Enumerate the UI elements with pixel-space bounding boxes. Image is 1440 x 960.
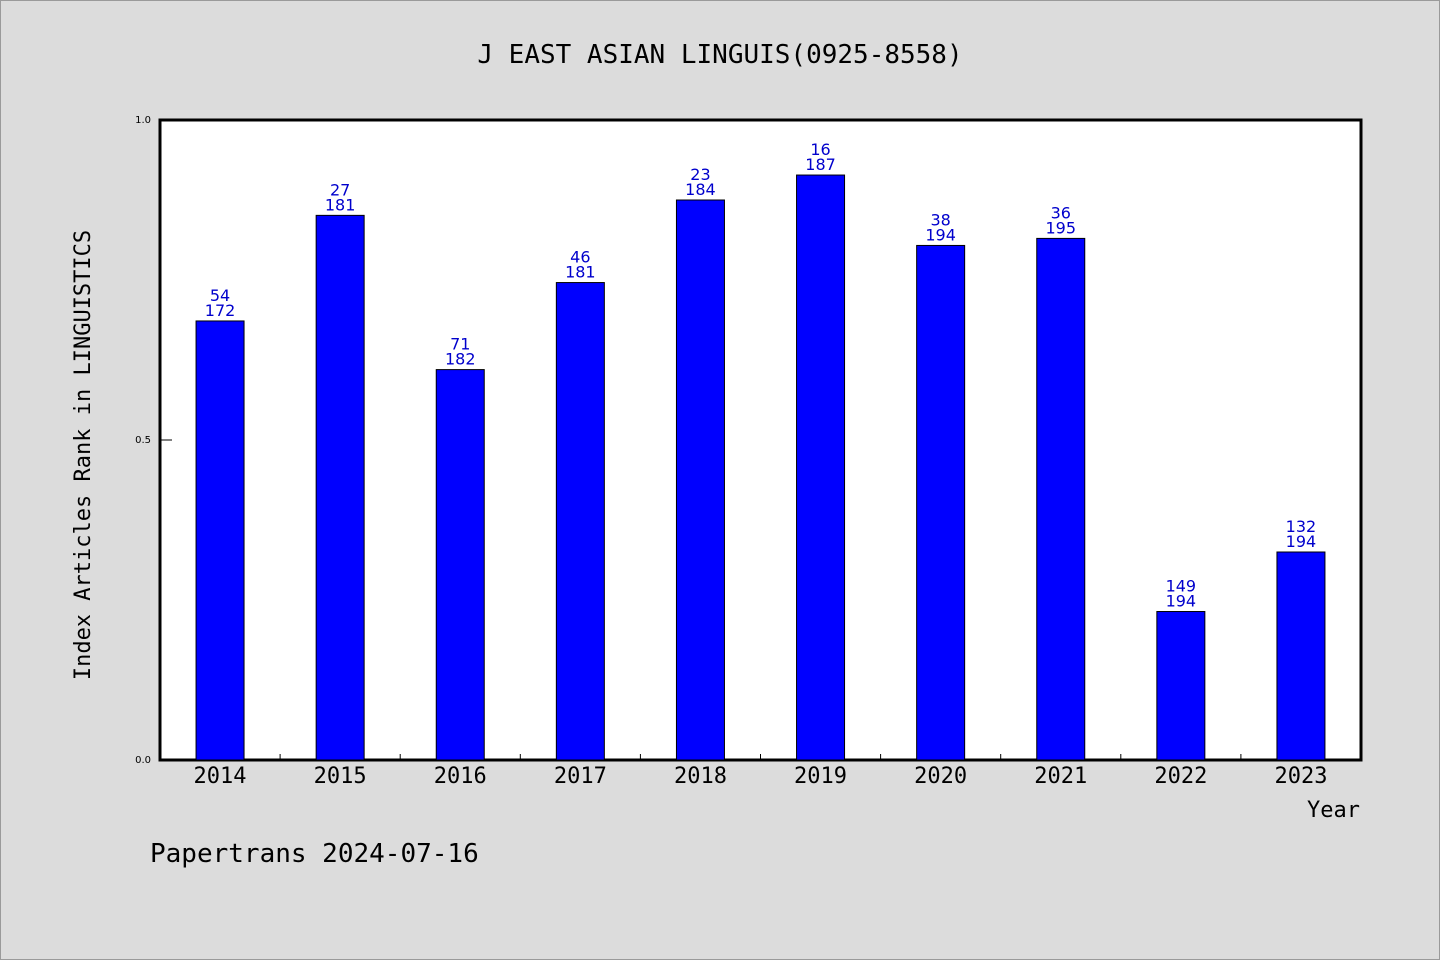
bar-label-total: 181: [325, 195, 356, 214]
bar-2019: [796, 174, 846, 761]
x-tick-label: 2023: [1274, 764, 1327, 789]
x-tick-label: 2015: [314, 764, 367, 789]
bar-label-rank: 16: [810, 140, 830, 159]
bar-label-total: 184: [685, 180, 716, 199]
bar-2017: [555, 282, 605, 761]
bar-label-rank: 71: [450, 335, 470, 354]
x-axis-label: Year: [1307, 798, 1360, 823]
x-tick-label: 2016: [434, 764, 487, 789]
bar-label-rank: 54: [210, 286, 230, 305]
x-tick-label: 2017: [554, 764, 607, 789]
bar-2015: [315, 214, 365, 761]
bar-label-total: 194: [1166, 592, 1197, 611]
bar-label-total: 194: [925, 225, 956, 244]
bar-labels: 5417227181711824618123184161873819436195…: [205, 140, 1316, 610]
bar-2020: [916, 244, 966, 761]
x-tick-label: 2020: [914, 764, 967, 789]
bar-label-total: 187: [805, 155, 836, 174]
x-tick-label: 2022: [1154, 764, 1207, 789]
bar-2018: [675, 199, 725, 761]
bar-2014: [195, 320, 245, 761]
x-tick-label: 2018: [674, 764, 727, 789]
bar-2023: [1276, 551, 1326, 761]
bar-2022: [1156, 611, 1206, 761]
x-tick-label: 2019: [794, 764, 847, 789]
y-tick-label: 0.5: [135, 435, 151, 446]
bar-label-total: 195: [1045, 218, 1076, 237]
x-tick-label: 2014: [194, 764, 247, 789]
bar-label-rank: 46: [570, 248, 590, 267]
bar-label-total: 181: [565, 263, 596, 282]
bar-label-rank: 132: [1286, 517, 1317, 536]
bar-label-rank: 149: [1166, 577, 1197, 596]
y-tick-label: 0.0: [135, 755, 151, 766]
bar-2021: [1036, 237, 1086, 761]
bar-label-total: 172: [205, 301, 236, 320]
bar-label-total: 194: [1286, 532, 1317, 551]
chart-title: J EAST ASIAN LINGUIS(0925-8558): [477, 40, 962, 70]
x-tick-label: 2021: [1034, 764, 1087, 789]
y-axis-label: Index Articles Rank in LINGUISTICS: [71, 230, 96, 680]
bar-label-rank: 23: [690, 165, 710, 184]
bars: [195, 174, 1326, 761]
x-axis-ticks: 2014 2015 2016 2017 2018 2019 2020 2021 2022 2023: [194, 754, 1327, 789]
bar-label-total: 182: [445, 350, 476, 369]
y-axis-ticks: 0.0 0.5 1.0: [135, 115, 172, 766]
bar-label-rank: 27: [330, 180, 350, 199]
bar-label-rank: 38: [930, 210, 950, 229]
bar-2016: [435, 369, 485, 761]
footer-credit: Papertrans 2024-07-16: [150, 839, 479, 869]
y-tick-label: 1.0: [135, 115, 151, 126]
bar-label-rank: 36: [1051, 203, 1071, 222]
